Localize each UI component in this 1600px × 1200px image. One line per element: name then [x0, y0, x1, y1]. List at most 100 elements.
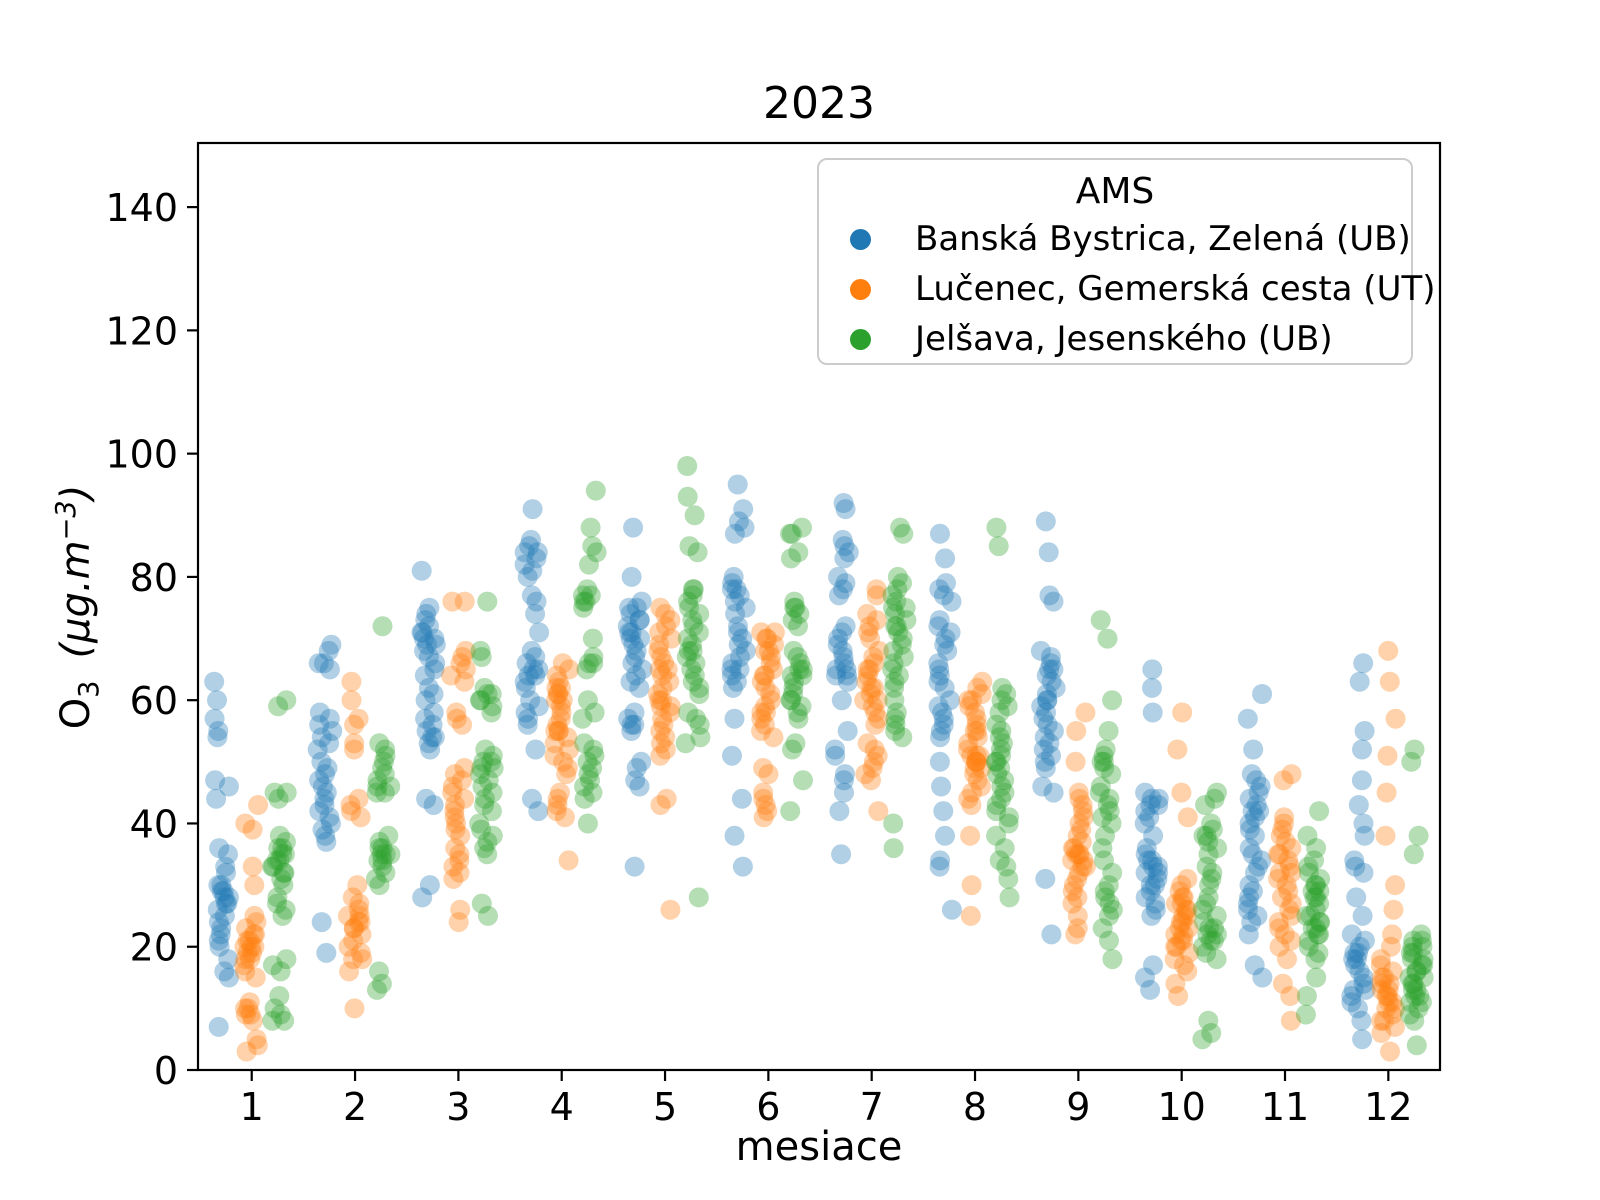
data-point	[1403, 979, 1423, 1000]
data-point	[1269, 936, 1290, 957]
data-point	[783, 677, 804, 698]
data-point	[1349, 961, 1370, 982]
data-point	[832, 622, 853, 643]
data-point	[241, 936, 262, 957]
data-point	[1295, 1004, 1316, 1025]
data-point	[1399, 967, 1420, 988]
data-point	[885, 721, 906, 741]
data-point	[1345, 955, 1366, 976]
data-point	[649, 690, 670, 711]
data-point	[369, 875, 390, 896]
data-point	[1102, 862, 1123, 883]
data-point	[350, 807, 371, 828]
data-point	[1136, 838, 1157, 859]
data-point	[1241, 764, 1262, 785]
data-point	[682, 610, 703, 631]
data-point	[414, 640, 435, 661]
data-point	[1169, 881, 1190, 902]
data-point	[271, 868, 292, 889]
data-point	[895, 597, 916, 618]
data-point	[1099, 905, 1119, 926]
data-point	[1370, 949, 1391, 970]
data-point	[1035, 511, 1056, 532]
data-point	[1098, 875, 1119, 896]
data-point	[1043, 721, 1064, 741]
data-point	[930, 727, 951, 748]
data-point	[619, 597, 640, 618]
data-point	[1140, 881, 1161, 902]
data-point	[339, 961, 360, 982]
data-point	[825, 745, 846, 766]
data-point	[1038, 542, 1059, 563]
data-point	[659, 671, 680, 692]
data-point	[834, 536, 855, 557]
data-point	[546, 690, 566, 711]
data-point	[1246, 795, 1267, 815]
data-point	[755, 696, 776, 717]
data-point	[519, 536, 540, 557]
data-point	[757, 801, 778, 822]
data-point	[650, 597, 671, 618]
data-point	[528, 696, 549, 717]
data-point	[657, 659, 678, 680]
data-point	[1065, 751, 1086, 772]
data-point	[424, 727, 445, 748]
data-point	[580, 517, 601, 538]
data-point	[525, 739, 546, 760]
data-point	[688, 622, 709, 643]
data-point	[275, 899, 296, 920]
data-point	[885, 708, 906, 729]
data-point	[782, 610, 803, 631]
data-point	[518, 708, 538, 729]
data-point	[343, 949, 364, 970]
data-point	[731, 788, 752, 809]
data-point	[1248, 856, 1269, 877]
data-point	[683, 579, 703, 600]
data-point	[1347, 998, 1368, 1019]
data-point	[828, 566, 849, 587]
data-point	[655, 727, 676, 748]
data-point	[996, 684, 1017, 704]
data-point	[270, 1004, 291, 1025]
data-point	[1140, 875, 1161, 896]
data-point	[1064, 838, 1085, 859]
data-point	[1280, 986, 1301, 1006]
y-tick-label: 20	[130, 926, 178, 970]
data-point	[755, 677, 776, 698]
data-point	[758, 640, 779, 661]
y-tick-label: 140	[105, 186, 178, 230]
data-point	[929, 751, 950, 772]
data-point	[650, 795, 671, 815]
data-point	[1352, 905, 1373, 926]
data-point	[892, 727, 913, 748]
data-point	[1241, 912, 1262, 933]
data-point	[857, 733, 878, 754]
data-point	[620, 671, 641, 692]
data-point	[1383, 899, 1404, 920]
data-point	[1354, 930, 1375, 951]
data-point	[732, 856, 753, 877]
data-point	[1281, 838, 1302, 859]
data-point	[722, 745, 742, 766]
data-point	[761, 690, 781, 711]
data-point	[552, 653, 573, 674]
data-point	[1170, 930, 1191, 951]
data-point	[958, 733, 979, 754]
data-point	[525, 647, 546, 667]
data-point	[1298, 856, 1319, 877]
data-point	[522, 788, 542, 809]
data-point	[764, 634, 784, 655]
data-point	[365, 868, 386, 889]
data-point	[751, 622, 772, 643]
data-point	[826, 665, 846, 686]
data-point	[1143, 955, 1163, 976]
data-point	[1066, 721, 1087, 741]
data-point	[446, 708, 467, 729]
data-point	[833, 493, 854, 513]
data-point	[210, 924, 231, 945]
data-point	[1164, 949, 1185, 970]
x-axis-label: mesiace	[735, 1124, 903, 1170]
data-point	[1281, 905, 1302, 926]
data-point	[1400, 992, 1421, 1013]
x-tick-label: 6	[756, 1085, 780, 1129]
